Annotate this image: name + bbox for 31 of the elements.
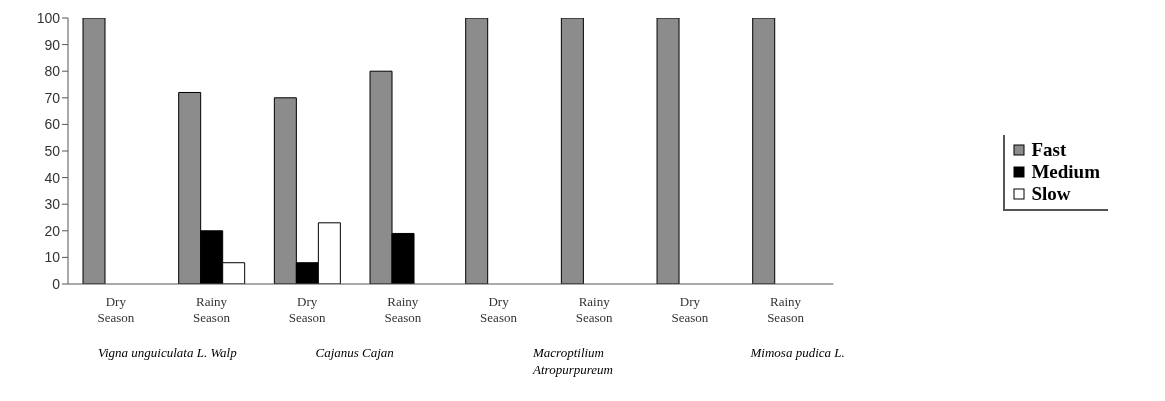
bar xyxy=(465,18,489,284)
y-tick-label: 100 xyxy=(36,9,61,26)
x-tick-label: Dry Season xyxy=(480,294,518,325)
y-tick-label: 40 xyxy=(44,169,61,186)
bar xyxy=(752,18,776,284)
text: Vigna unguiculata L. Walp xyxy=(98,344,238,361)
bar xyxy=(82,18,106,284)
y-tick-label: 80 xyxy=(44,63,61,80)
text: Mimosa pudica L. xyxy=(750,344,846,361)
y-tick-label: 20 xyxy=(44,222,61,239)
text: Cajanus Cajan xyxy=(315,344,395,361)
x-tick-label: Rainy Season xyxy=(193,294,231,325)
y-tick-label: 70 xyxy=(44,89,61,106)
legend-label: Fast xyxy=(1031,139,1067,161)
x-tick-label: Dry Season xyxy=(97,294,135,325)
x-tick-label: Rainy Season xyxy=(384,294,422,325)
bar xyxy=(656,18,680,284)
x-tick-label: Dry Season xyxy=(671,294,709,325)
x-tick-label: Rainy Season xyxy=(575,294,614,325)
y-tick-label: 60 xyxy=(44,116,61,133)
y-tick-label: 90 xyxy=(44,36,61,53)
legend-label: Medium xyxy=(1031,161,1100,183)
y-tick-label: 10 xyxy=(44,249,61,266)
x-tick-label: Dry Season xyxy=(288,294,327,325)
legend-label: Slow xyxy=(1031,183,1071,205)
bar xyxy=(560,18,584,284)
text: Macroptilium Atropurpureum xyxy=(533,344,614,378)
y-tick-label: 0 xyxy=(52,275,61,292)
x-tick-label: Rainy Season xyxy=(767,294,805,325)
y-tick-label: 50 xyxy=(44,142,61,159)
y-tick-label: 30 xyxy=(44,196,61,213)
